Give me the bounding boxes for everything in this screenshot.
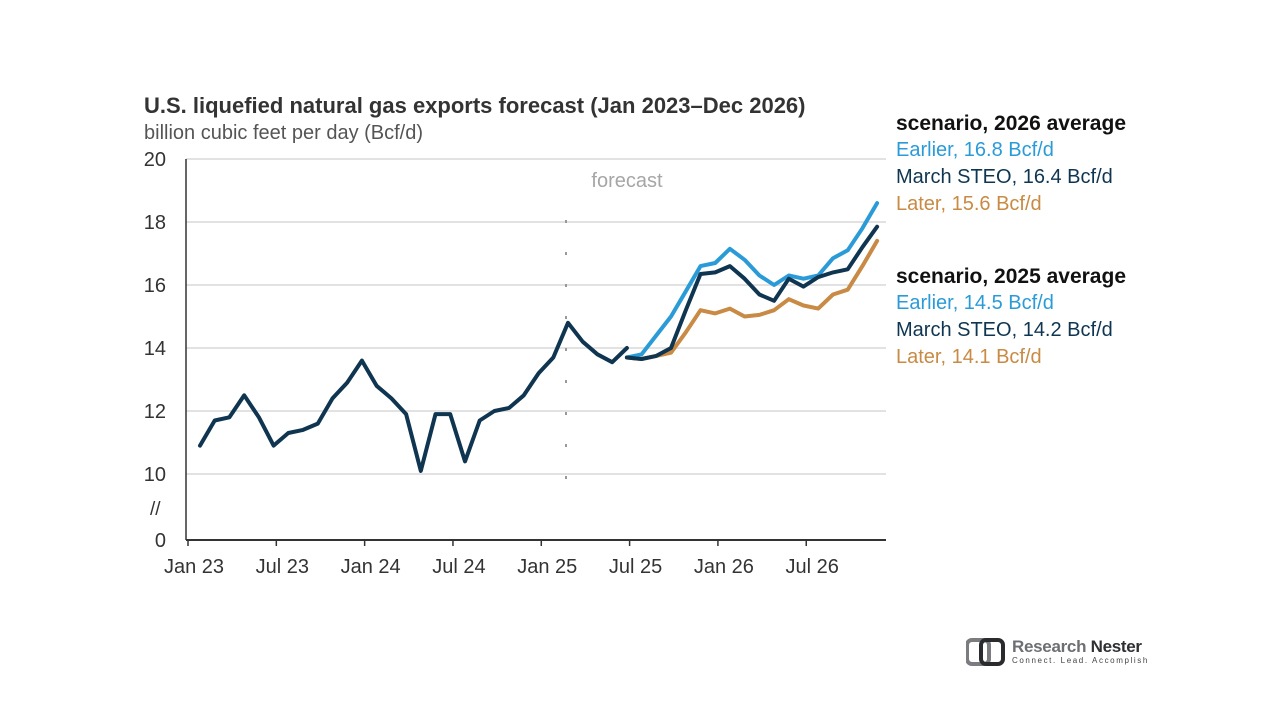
axes [185, 159, 886, 546]
axis-break-marker: // [150, 499, 161, 520]
y-tick-label: 0 [155, 530, 166, 552]
research-nester-logo-icon [965, 637, 1006, 667]
brand-name-part1: Research [1012, 637, 1087, 656]
series-lines [198, 201, 880, 473]
legend-entry-march-steo-2026: March STEO, 16.4 Bcf/d [896, 166, 1113, 188]
x-tick-label: Jul 23 [256, 556, 309, 578]
y-tick-label: 12 [144, 401, 166, 423]
series-line-earlier [624, 201, 880, 360]
series-line-later [624, 238, 880, 361]
y-tick-label: 16 [144, 275, 166, 297]
legend-entry-later-2025: Later, 14.1 Bcf/d [896, 346, 1042, 368]
x-tick-labels: Jan 23 Jul 23 Jan 24 Jul 24 Jan 25 Jul 25 Jan … [164, 556, 839, 578]
legend-heading-2026: scenario, 2026 average [896, 112, 1126, 135]
chart-title: U.S. liquefied natural gas exports forec… [144, 93, 806, 118]
x-tick-label: Jan 26 [694, 556, 754, 578]
brand-name-part2: Nester [1090, 637, 1142, 656]
x-tick-label: Jan 23 [164, 556, 224, 578]
y-axis-label: billion cubic feet per day (Bcf/d) [144, 122, 424, 144]
brand-tagline: Connect. Lead. Accomplish [1012, 656, 1149, 665]
series-line-march-steo [624, 224, 880, 361]
forecast-label: forecast [591, 170, 663, 192]
x-tick-label: Jul 25 [609, 556, 662, 578]
y-tick-label: 20 [144, 149, 166, 171]
x-tick-label: Jul 24 [432, 556, 485, 578]
y-tick-labels: 0 10 12 14 16 18 20 [144, 149, 166, 552]
y-tick-label: 14 [144, 338, 166, 360]
legend-2025: scenario, 2025 average Earlier, 14.5 Bcf… [896, 263, 1126, 371]
legend-2026: scenario, 2026 average Earlier, 16.8 Bcf… [896, 110, 1126, 218]
legend-entry-earlier-2025: Earlier, 14.5 Bcf/d [896, 292, 1054, 314]
legend-entry-earlier-2026: Earlier, 16.8 Bcf/d [896, 139, 1054, 161]
legend-entry-later-2026: Later, 15.6 Bcf/d [896, 193, 1042, 215]
legend-entry-march-steo-2025: March STEO, 14.2 Bcf/d [896, 319, 1113, 341]
x-tick-label: Jul 26 [786, 556, 839, 578]
x-tick-label: Jan 24 [341, 556, 401, 578]
x-tick-label: Jan 25 [517, 556, 577, 578]
brand-logo: Research Nester Connect. Lead. Accomplis… [965, 637, 1149, 667]
y-tick-label: 10 [144, 464, 166, 486]
history-line [198, 320, 629, 473]
y-tick-label: 18 [144, 212, 166, 234]
grid-lines [186, 158, 886, 475]
legend-heading-2025: scenario, 2025 average [896, 265, 1126, 288]
